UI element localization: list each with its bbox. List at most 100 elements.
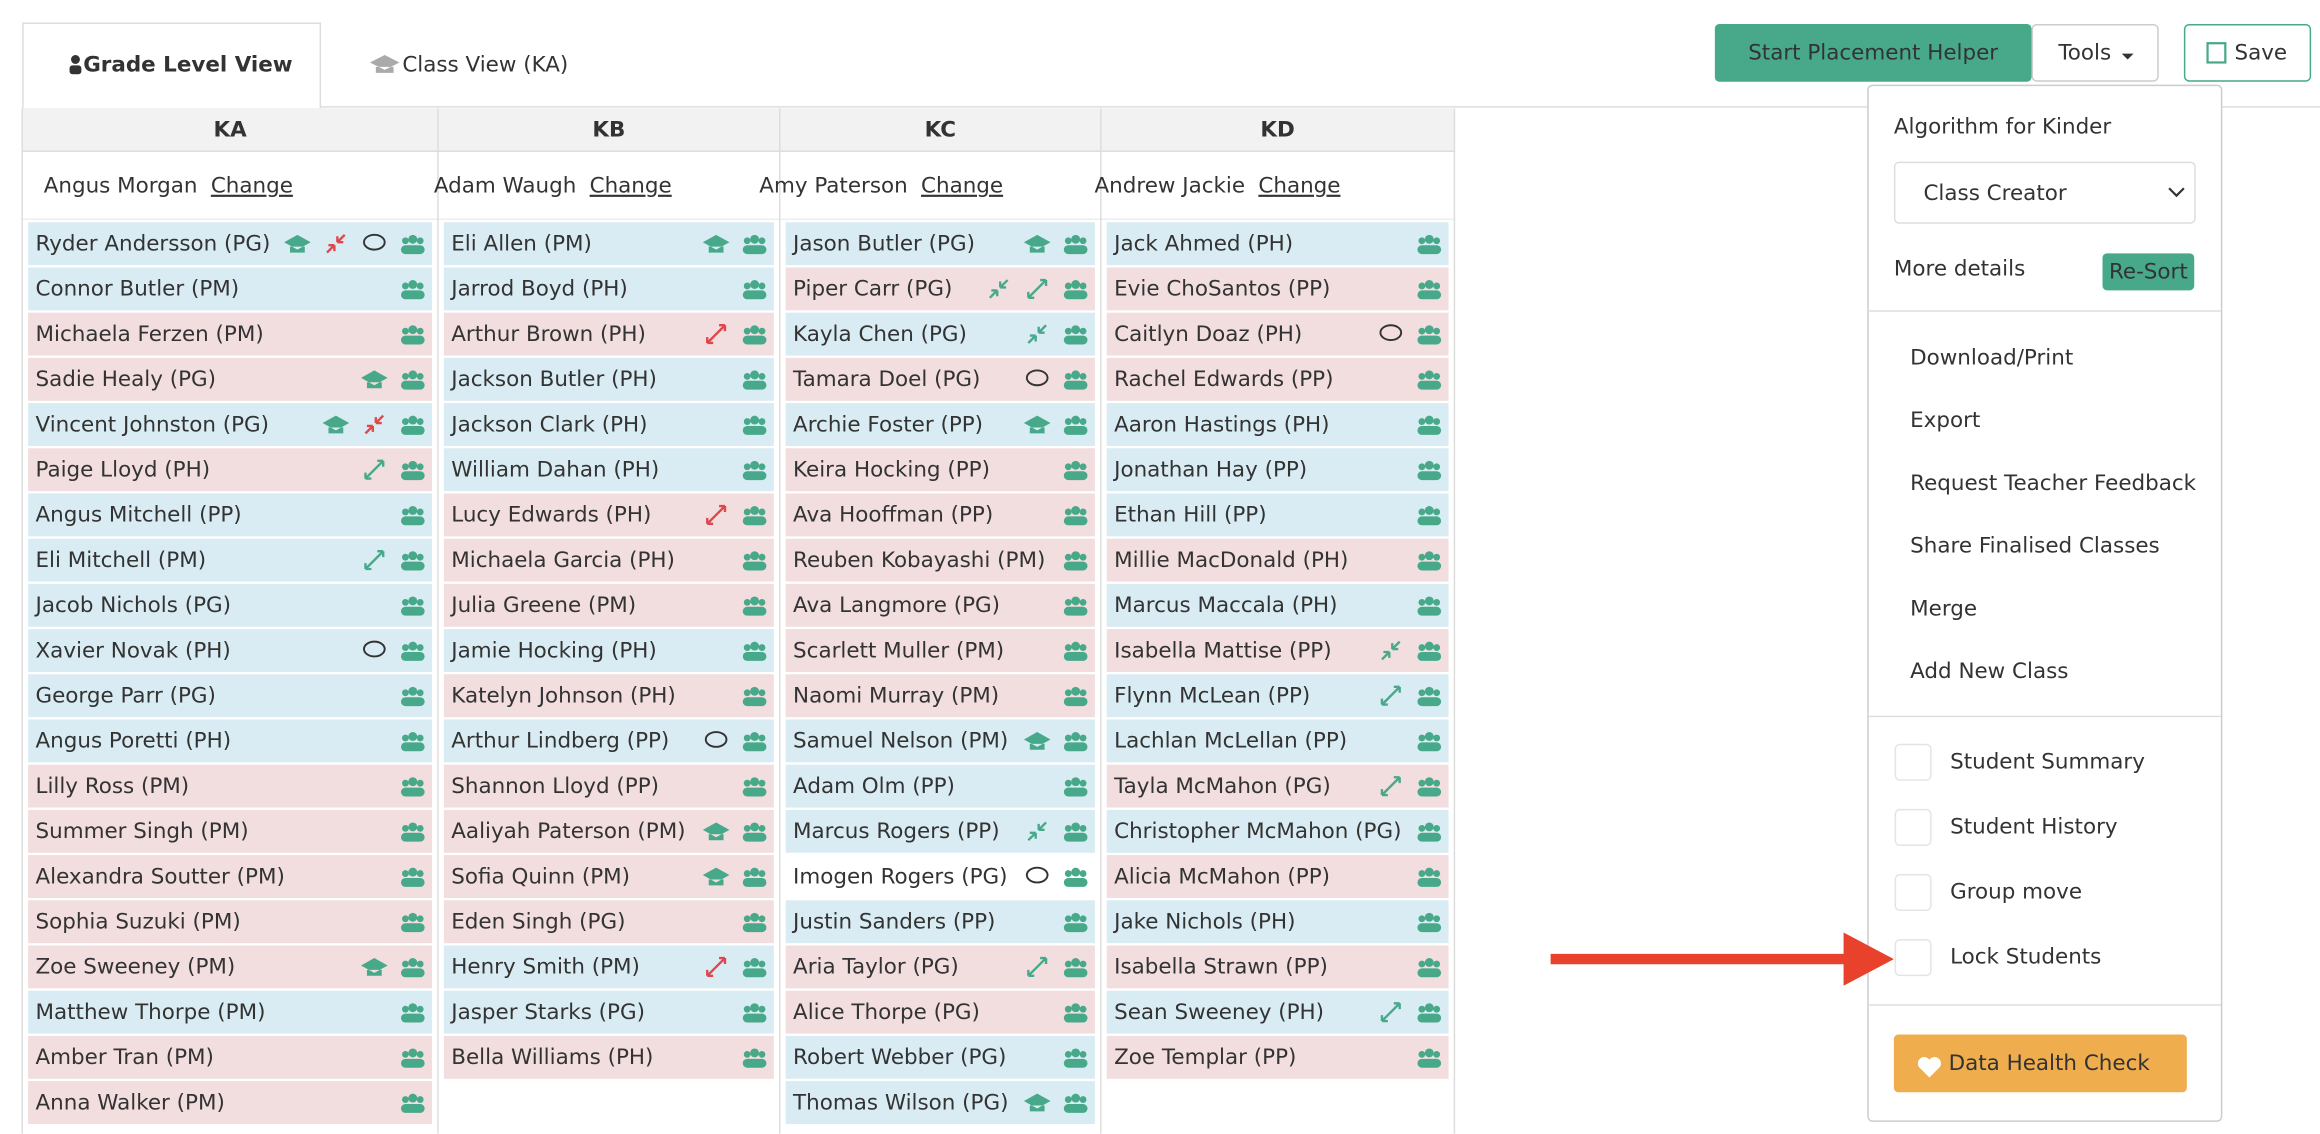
student-row[interactable] — [443, 267, 774, 311]
student-name[interactable]: Sadie Healy (PG) — [36, 367, 216, 392]
student-row[interactable] — [1106, 312, 1449, 356]
placement-label[interactable]: Start Placement Helper — [1748, 41, 1998, 66]
student-name[interactable]: Arthur Brown (PH) — [451, 322, 646, 347]
student-name[interactable]: Angus Mitchell (PP) — [36, 503, 242, 528]
student-row[interactable] — [443, 1035, 774, 1079]
student-name[interactable]: Tamara Doel (PG) — [792, 367, 980, 392]
checkbox-label[interactable]: Student History — [1950, 814, 2118, 839]
student-row[interactable] — [1106, 719, 1449, 763]
menu-item[interactable]: Merge — [1910, 596, 1977, 621]
student-name[interactable]: Archie Foster (PP) — [793, 412, 983, 437]
student-row[interactable] — [785, 357, 1095, 401]
student-row[interactable] — [1106, 900, 1449, 944]
student-row[interactable] — [443, 629, 774, 672]
checkbox[interactable] — [1894, 874, 1932, 912]
save-label[interactable]: Save — [2235, 41, 2288, 66]
tab-label[interactable]: Class View (KA) — [402, 52, 568, 77]
student-row[interactable] — [1106, 357, 1449, 401]
student-name[interactable]: Jackson Clark (PH) — [449, 412, 647, 437]
student-name[interactable]: Adam Olm (PP) — [793, 774, 955, 799]
student-name[interactable]: Lilly Ross (PM) — [36, 774, 190, 799]
student-row[interactable] — [1106, 855, 1449, 898]
student-name[interactable]: Tayla McMahon (PG) — [1113, 774, 1331, 799]
student-row[interactable] — [785, 764, 1095, 808]
student-row[interactable] — [28, 674, 433, 718]
student-row[interactable] — [1106, 629, 1449, 672]
student-row[interactable] — [785, 312, 1095, 356]
student-name[interactable]: Sofia Quinn (PM) — [451, 864, 630, 889]
student-name[interactable]: Jonathan Hay (PP) — [1112, 457, 1307, 482]
student-row[interactable] — [28, 1035, 433, 1079]
student-row[interactable] — [443, 900, 774, 944]
student-row[interactable] — [785, 945, 1095, 989]
student-name[interactable]: Bella Williams (PH) — [451, 1045, 653, 1070]
student-row[interactable] — [1106, 267, 1449, 311]
tab-label[interactable]: Grade Level View — [83, 52, 293, 77]
menu-item[interactable]: Share Finalised Classes — [1910, 534, 2160, 559]
student-name[interactable]: William Dahan (PH) — [451, 457, 659, 482]
student-row[interactable] — [785, 809, 1095, 853]
menu-item[interactable]: Request Teacher Feedback — [1910, 471, 2197, 496]
student-name[interactable]: Alicia McMahon (PP) — [1114, 864, 1330, 889]
student-row[interactable] — [443, 357, 774, 401]
student-name[interactable]: Henry Smith (PM) — [451, 955, 640, 980]
student-name[interactable]: Alexandra Soutter (PM) — [36, 864, 285, 889]
student-row[interactable] — [443, 945, 774, 989]
student-name[interactable]: Aaron Hastings (PH) — [1114, 412, 1329, 437]
student-name[interactable]: Shannon Lloyd (PP) — [451, 774, 659, 799]
student-row[interactable] — [1106, 945, 1449, 989]
student-row[interactable] — [28, 855, 433, 898]
student-name[interactable]: George Parr (PG) — [36, 683, 216, 708]
student-name[interactable]: Jackson Butler (PH) — [449, 367, 657, 392]
checkbox-label[interactable]: Student Summary — [1950, 749, 2145, 774]
student-name[interactable]: Isabella Strawn (PP) — [1114, 955, 1328, 980]
change-link[interactable]: Change — [921, 174, 1003, 199]
student-row[interactable] — [28, 403, 433, 446]
student-row[interactable] — [785, 674, 1095, 718]
student-row[interactable] — [28, 583, 433, 627]
tools-label[interactable]: Tools — [2057, 41, 2111, 66]
student-name[interactable]: Keira Hocking (PP) — [793, 457, 990, 482]
student-name[interactable]: Ethan Hill (PP) — [1114, 503, 1266, 528]
student-name[interactable]: Marcus Maccala (PH) — [1114, 593, 1337, 618]
student-row[interactable] — [443, 674, 774, 718]
student-name[interactable]: Jake Nichols (PH) — [1112, 909, 1295, 934]
student-name[interactable]: Eli Allen (PM) — [451, 231, 592, 256]
student-name[interactable]: Vincent Johnston (PG) — [36, 412, 269, 437]
change-link[interactable]: Change — [1258, 174, 1340, 199]
student-name[interactable]: Rachel Edwards (PP) — [1114, 367, 1333, 392]
algorithm-value[interactable]: Class Creator — [1923, 181, 2066, 206]
student-row[interactable] — [1106, 403, 1449, 446]
student-name[interactable]: Jacob Nichols (PG) — [34, 593, 231, 618]
resort-button[interactable] — [2102, 253, 2195, 291]
student-name[interactable]: Isabella Mattise (PP) — [1114, 638, 1331, 663]
student-name[interactable]: Ava Langmore (PG) — [793, 593, 1000, 618]
student-name[interactable]: Anna Walker (PM) — [36, 1090, 225, 1115]
student-name[interactable]: Christopher McMahon (PG) — [1114, 819, 1401, 844]
student-name[interactable]: Piper Carr (PG) — [793, 277, 952, 302]
student-name[interactable]: Reuben Kobayashi (PM) — [793, 548, 1045, 573]
student-name[interactable]: Arthur Lindberg (PP) — [451, 729, 669, 754]
student-row[interactable] — [28, 267, 433, 311]
student-name[interactable]: Jamie Hocking (PH) — [449, 638, 656, 663]
health-button[interactable] — [1893, 1034, 2187, 1093]
student-name[interactable]: Scarlett Muller (PM) — [793, 638, 1004, 663]
student-row[interactable] — [28, 900, 433, 944]
student-name[interactable]: Millie MacDonald (PH) — [1114, 548, 1348, 573]
student-name[interactable]: Justin Sanders (PP) — [791, 909, 995, 934]
student-name[interactable]: Eden Singh (PG) — [451, 909, 625, 934]
student-name[interactable]: Evie ChoSantos (PP) — [1114, 277, 1330, 302]
student-row[interactable] — [28, 990, 433, 1034]
student-name[interactable]: Sophia Suzuki (PM) — [36, 909, 241, 934]
student-name[interactable]: Flynn McLean (PP) — [1114, 683, 1310, 708]
student-row[interactable] — [28, 809, 433, 853]
student-row[interactable] — [785, 1035, 1095, 1079]
student-name[interactable]: Zoe Sweeney (PM) — [36, 955, 236, 980]
student-row[interactable] — [443, 990, 774, 1034]
student-name[interactable]: Lachlan McLellan (PP) — [1114, 729, 1347, 754]
student-name[interactable]: Robert Webber (PG) — [793, 1045, 1006, 1070]
student-row[interactable] — [1106, 809, 1449, 853]
student-row[interactable] — [443, 448, 774, 492]
student-name[interactable]: Lucy Edwards (PH) — [451, 503, 651, 528]
placement-button[interactable] — [1714, 23, 2032, 82]
